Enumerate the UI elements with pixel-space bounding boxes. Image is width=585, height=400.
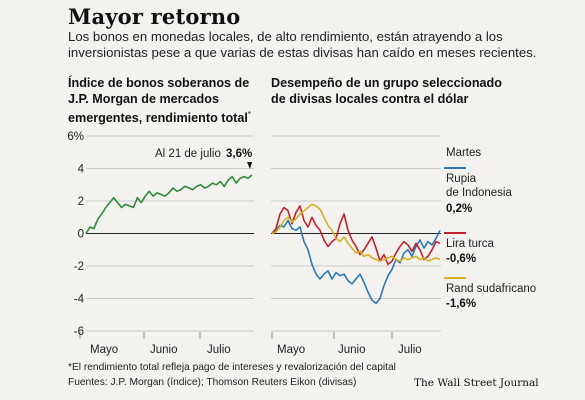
x-tick-label: Junio [150,344,178,356]
series-line-1 [271,205,441,266]
legend-label-1: Lira turca [446,238,495,250]
legend-label-0: Rupia [446,173,477,185]
series-line-0 [85,174,253,234]
x-tick-label: Mayo [277,344,305,356]
x-tick-label: Junio [338,344,366,356]
annotation-pointer [247,162,252,169]
y-tick-label: 6% [67,131,84,143]
annotation-value: 3,6% [226,148,252,160]
publisher-brand: The Wall Street Journal [414,377,539,389]
right-chart-title: Desempeño de un grupo seleccionado de di… [271,76,502,106]
left-chart-title: Índice de bonos soberanos de J.P. Morgan… [68,76,268,127]
legend-title: Martes [446,147,481,159]
y-tick-label: -6 [74,326,84,338]
footnote-marker: * [247,110,251,119]
right-chart: Mayo Junio Julio Martes Rupia de Indonesia 0,2… [271,135,536,356]
y-tick-label: -4 [74,294,85,306]
legend-label-2: Rand sudafricano [446,283,536,295]
annotation-label: Al 21 de julio [155,148,221,160]
headline: Mayor retorno [68,4,241,29]
legend-value-1: -0,6% [446,253,476,265]
left-chart-title-text: Índice de bonos soberanos de J.P. Morgan… [68,76,250,126]
y-tick-label: -2 [74,261,84,273]
left-chart: Mayo Junio Julio 6% 4 2 0 -2 -4 -6 Al 21 de julio 3… [67,131,254,356]
footnote: *El rendimiento total refleja pago de in… [68,362,396,373]
legend-value-0: 0,2% [446,203,472,215]
x-tick-label: Mayo [90,344,118,356]
series-line-0 [271,219,441,305]
subtitle: Los bonos en monedas locales, de alto re… [68,29,537,60]
x-tick-label: Julio [398,344,422,356]
sources-line: Fuentes: J.P. Morgan (índice); Thomson R… [68,377,357,388]
y-tick-label: 0 [78,229,84,241]
x-tick-label: Julio [207,344,231,356]
series-line-2 [271,203,441,262]
legend-value-2: -1,6% [446,298,476,310]
y-tick-label: 2 [78,196,84,208]
y-tick-label: 4 [78,164,85,176]
legend-label-0-line2: de Indonesia [446,187,512,199]
